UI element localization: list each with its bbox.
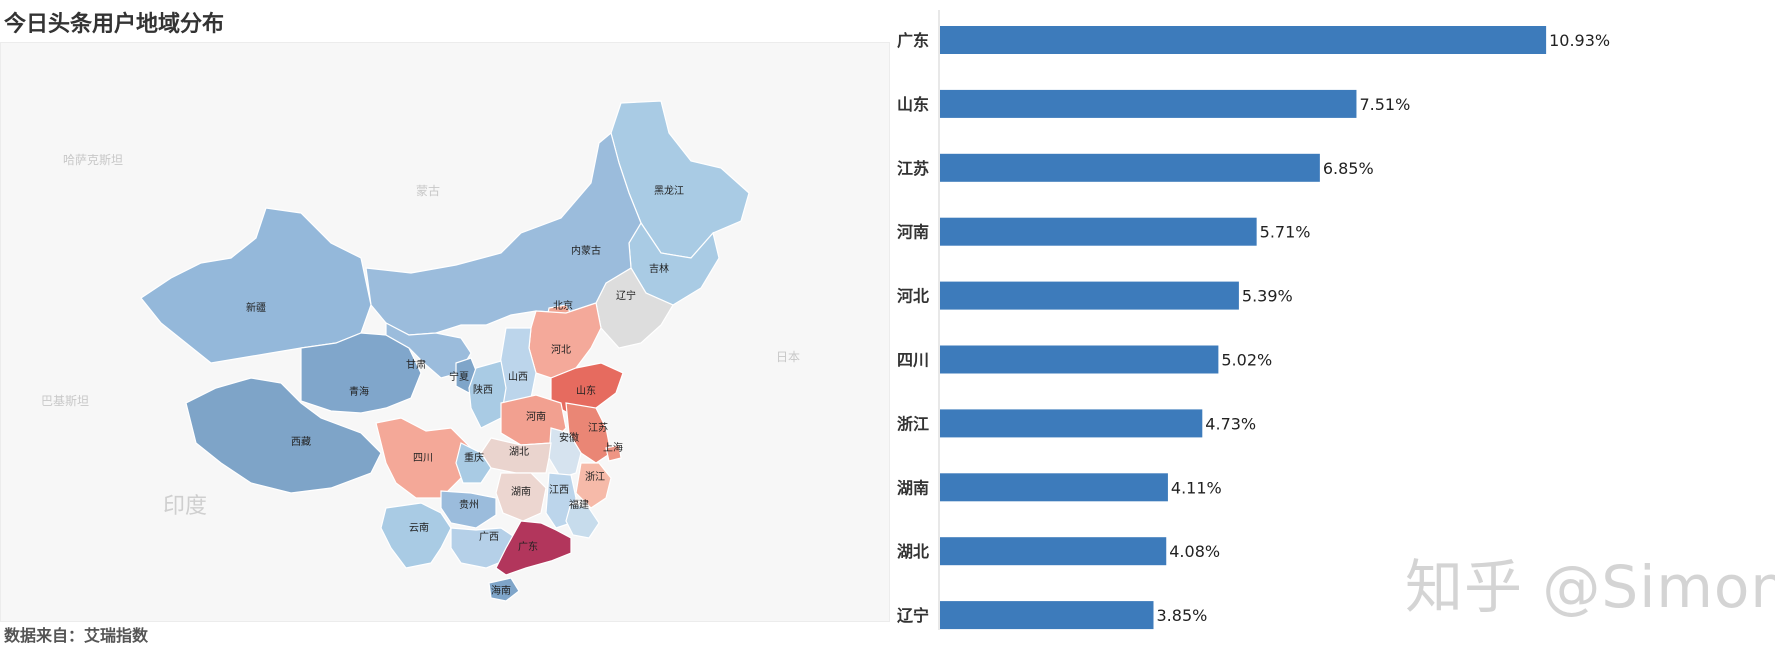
bar-category-label: 江苏 (897, 159, 929, 178)
map-region-label: 北京 (553, 299, 573, 312)
bg-label-pakistan: 巴基斯坦 (41, 394, 89, 408)
bar-value-label: 4.08% (1169, 542, 1220, 561)
map-region-label: 四川 (413, 453, 433, 464)
map-region-label: 黑龙江 (654, 184, 684, 197)
map-region-label: 甘肃 (406, 358, 426, 371)
bg-label-mongolia: 蒙古 (416, 183, 440, 198)
map-region-label: 吉林 (649, 262, 669, 275)
bar-value-label: 3.85% (1157, 606, 1208, 625)
map-region (380, 502, 452, 569)
map-region (565, 502, 600, 539)
bar-value-label: 6.85% (1323, 159, 1374, 178)
bar (940, 345, 1219, 374)
bar-category-label: 河北 (897, 287, 929, 306)
map-region (440, 490, 497, 529)
map-region (140, 207, 372, 364)
map-region (605, 444, 622, 462)
map-region-label: 西藏 (291, 436, 311, 448)
map-region-label: 山东 (576, 384, 596, 397)
map-region-label: 宁夏 (449, 370, 469, 383)
bar-category-label: 浙江 (897, 414, 929, 433)
map-region (185, 377, 382, 494)
map-region-label: 陕西 (473, 383, 493, 396)
bar (940, 26, 1547, 54)
map-region (495, 472, 547, 522)
bar (940, 89, 1357, 118)
bar-value-label: 4.11% (1171, 478, 1222, 497)
bar-category-label: 山东 (897, 95, 929, 114)
bar-category-label: 湖南 (897, 478, 929, 497)
bar-category-label: 河南 (897, 223, 929, 242)
map-region-label: 贵州 (459, 498, 479, 511)
zhihu-watermark: 知乎 @Simon (1405, 553, 1775, 621)
map-region-label: 湖北 (509, 446, 529, 458)
map-region-label: 海南 (491, 584, 511, 597)
map-region-label: 广东 (518, 540, 538, 553)
bar-value-label: 5.02% (1221, 351, 1272, 370)
map-region-label: 新疆 (246, 301, 266, 314)
bar-value-label: 5.71% (1260, 223, 1311, 242)
map-region (455, 442, 492, 484)
map-region-label: 安徽 (559, 431, 579, 444)
map-region-label: 重庆 (464, 451, 484, 464)
map-region-label: 河北 (551, 344, 571, 356)
map-region-label: 河南 (526, 410, 546, 423)
map-region-label: 江西 (549, 484, 569, 496)
map-region-label: 上海 (603, 441, 623, 454)
map-region (575, 462, 612, 509)
bar-category-label: 湖北 (897, 542, 929, 561)
bg-label-india: 印度 (163, 494, 207, 519)
map-region (300, 332, 422, 414)
map-region-label: 山西 (508, 371, 528, 383)
map-region-label: 浙江 (585, 471, 605, 483)
map-region-label: 湖南 (511, 485, 531, 498)
china-map-panel: 哈萨克斯坦 蒙古 日本 巴基斯坦 印度 黑龙江吉林辽宁 内蒙古北京河北山西山东 新疆… (0, 42, 890, 622)
page-title: 今日头条用户地域分布 (4, 12, 225, 37)
bar-value-label: 4.73% (1205, 414, 1256, 433)
map-region (468, 360, 507, 429)
province-share-bar-chart: 广东 10.93% 山东 7.51% 江苏 6.85% 河南 5.71% 河北 5.39% 四川 5.… (897, 10, 1610, 630)
map-region-label: 广西 (479, 531, 499, 543)
bg-label-japan: 日本 (776, 350, 800, 364)
bar-chart-panel: 广东 10.93% 山东 7.51% 江苏 6.85% 河南 5.71% 河北 5.39% 四川 5.… (893, 0, 1773, 645)
map-region-label: 辽宁 (616, 289, 636, 302)
bar (940, 409, 1203, 438)
bar (940, 217, 1257, 246)
map-region-label: 云南 (409, 521, 429, 534)
bar-value-label: 10.93% (1549, 31, 1610, 50)
bar (940, 601, 1154, 630)
bar (940, 281, 1239, 310)
map-region-label: 青海 (349, 385, 369, 398)
map-region (488, 577, 520, 602)
data-source-note: 数据来自：艾瑞指数 (4, 626, 149, 645)
map-region (365, 131, 642, 336)
map-region-label: 福建 (569, 498, 589, 511)
map-region (495, 520, 572, 576)
bar-category-label: 四川 (897, 351, 929, 370)
bg-label-kazakhstan: 哈萨克斯坦 (63, 153, 123, 167)
bar (940, 537, 1167, 566)
map-region-label: 江苏 (588, 421, 608, 434)
bar-category-label: 辽宁 (897, 606, 929, 625)
bar-value-label: 5.39% (1242, 287, 1293, 306)
bar (940, 153, 1320, 182)
bar (940, 473, 1168, 502)
bar-value-label: 7.51% (1359, 95, 1410, 114)
bar-category-label: 广东 (897, 31, 929, 50)
map-region-label: 内蒙古 (571, 244, 601, 257)
